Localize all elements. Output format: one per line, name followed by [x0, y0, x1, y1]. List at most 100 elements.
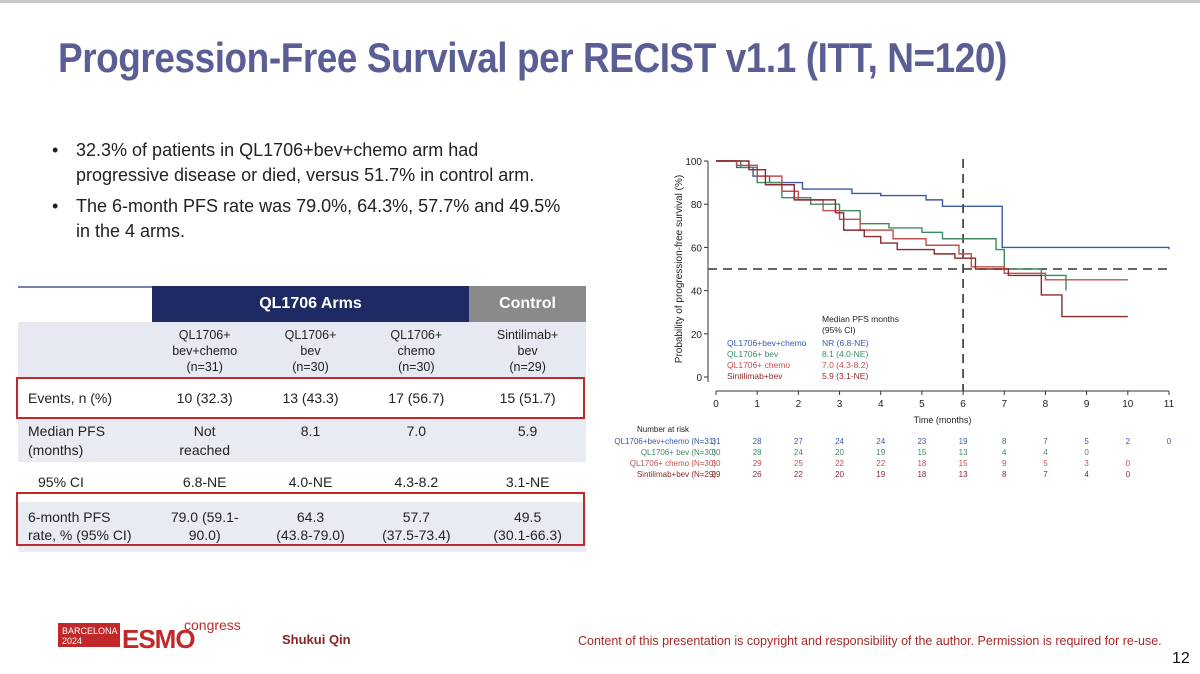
column-header-line: bev	[300, 344, 321, 358]
y-tick-label: 0	[696, 373, 702, 384]
column-header-line: QL1706+	[284, 328, 337, 342]
logo-city: BARCELONA	[62, 626, 118, 636]
risk-count: 8	[1002, 437, 1007, 446]
legend-series-median: 7.0 (4.3-8.2)	[822, 360, 868, 370]
row-label-line: (months)	[28, 442, 84, 458]
risk-count: 19	[876, 470, 885, 479]
risk-count: 30	[712, 448, 721, 457]
column-header-line: Sintilimab+	[496, 328, 559, 342]
risk-count: 28	[753, 437, 762, 446]
risk-count: 0	[1084, 448, 1089, 457]
table-cell: 15 (51.7)	[499, 390, 556, 406]
esmo-congress-logo: BARCELONA 2024 ESMO congress	[58, 617, 241, 653]
results-table: QL1706 Arms Control QL1706+ bev+chemo (n…	[18, 286, 586, 552]
top-border-line	[0, 0, 1200, 3]
risk-table: Number at risk QL1706+bev+chemo (N=31)31 2…	[614, 425, 1171, 479]
table-row-95ci: 95% CI 6.8-NE 4.0-NE 4.3-8.2 3.1-NE	[18, 462, 586, 502]
risk-count: 24	[876, 437, 885, 446]
x-tick-label: 8	[1043, 399, 1049, 410]
table-cell: 7.0	[406, 423, 427, 439]
column-header-blank	[18, 327, 152, 378]
risk-count: 24	[835, 437, 844, 446]
cell-line: 90.0)	[188, 527, 221, 543]
risk-count: 9	[1002, 459, 1007, 468]
risk-count: 4	[1043, 448, 1048, 457]
x-tick-label: 9	[1084, 399, 1090, 410]
legend-title: Median PFS months	[822, 314, 899, 324]
risk-table-title: Number at risk	[637, 425, 690, 434]
copyright-disclaimer: Content of this presentation is copyrigh…	[578, 634, 1162, 648]
risk-count: 5	[1084, 437, 1089, 446]
bullet-item: • 32.3% of patients in QL1706+bev+chemo …	[52, 138, 572, 188]
risk-count: 0	[1126, 470, 1131, 479]
reference-lines	[708, 159, 1169, 391]
legend-series-name: Sintilimab+bev	[727, 371, 783, 381]
table-cell: 3.1-NE	[505, 474, 550, 490]
risk-count: 19	[959, 437, 968, 446]
risk-count: 13	[959, 448, 968, 457]
column-header-line: QL1706+	[390, 328, 443, 342]
survival-curves	[716, 160, 1170, 318]
table-cell: 8.1	[300, 423, 321, 439]
cell-line: 57.7	[402, 509, 430, 525]
km-curve-1	[716, 160, 1170, 250]
legend-series-name: QL1706+ chemo	[727, 360, 790, 370]
risk-count: 27	[794, 437, 803, 446]
bullet-dot: •	[52, 196, 59, 216]
table-row-6month-rate: 6-month PFS rate, % (95% CI) 79.0 (59.1-…	[18, 502, 586, 552]
table-cell: 4.0-NE	[288, 474, 333, 490]
risk-count: 0	[1167, 437, 1172, 446]
risk-count: 18	[917, 459, 926, 468]
chart-legend: Median PFS months(95% CI) QL1706+bev+chem…	[727, 314, 899, 381]
x-axis-label: Time (months)	[914, 415, 972, 425]
table-cell: 4.3-8.2	[394, 474, 439, 490]
table-cell: 6.8-NE	[182, 474, 227, 490]
column-header-line: chemo	[397, 344, 436, 358]
logo-brand: ESMO	[122, 624, 195, 653]
risk-row-label: QL1706+ bev (N=30)	[641, 448, 716, 457]
risk-count: 25	[794, 459, 803, 468]
risk-count: 24	[794, 448, 803, 457]
logo-suffix: congress	[184, 617, 241, 633]
x-tick-label: 11	[1164, 399, 1175, 410]
y-tick-label: 80	[691, 200, 703, 211]
column-header-line: bev	[517, 344, 538, 358]
table-cell: 64.3 (43.8-79.0)	[258, 508, 364, 552]
logo-year: 2024	[62, 636, 82, 646]
column-header-row: QL1706+ bev+chemo (n=31) QL1706+ bev (n=…	[18, 322, 586, 378]
chart-axes: 0 20 40 60 80 100 0 1 2 3 4 5 6 7 8 9 10 11 Time (months) P…	[674, 157, 1175, 425]
column-header-line: (n=31)	[186, 360, 223, 374]
row-label: Events, n (%)	[28, 390, 113, 406]
table-row-median-pfs: Median PFS (months) Not reached 8.1 7.0 …	[18, 418, 586, 462]
legend-subtitle: (95% CI)	[822, 325, 856, 335]
x-tick-label: 3	[837, 399, 843, 410]
y-tick-label: 20	[691, 330, 703, 341]
risk-row-label: Sintilimab+bev (N=29)	[637, 470, 716, 479]
risk-count: 4	[1002, 448, 1007, 457]
cell-line: (30.1-66.3)	[493, 527, 562, 543]
column-header: QL1706+ bev (n=30)	[258, 327, 364, 378]
risk-count: 7	[1043, 470, 1048, 479]
risk-row-label: QL1706+bev+chemo (N=31)	[614, 437, 716, 446]
x-tick-label: 6	[960, 399, 966, 410]
risk-count: 8	[1002, 470, 1007, 479]
cell-line: (37.5-73.4)	[382, 527, 451, 543]
author-name: Shukui Qin	[282, 632, 351, 647]
row-label: 6-month PFS rate, % (95% CI)	[18, 508, 152, 552]
row-label: 95% CI	[38, 474, 84, 490]
risk-count: 30	[712, 459, 721, 468]
legend-series-median: 5.9 (3.1-NE)	[822, 371, 868, 381]
column-header: QL1706+ bev+chemo (n=31)	[152, 327, 258, 378]
risk-count: 28	[753, 448, 762, 457]
cell-line: reached	[179, 442, 230, 458]
cell-line: 49.5	[513, 509, 542, 525]
km-curve-3	[716, 160, 1128, 281]
risk-count: 20	[835, 448, 844, 457]
risk-count: 3	[1084, 459, 1089, 468]
table-cell: 13 (43.3)	[282, 390, 339, 406]
risk-count: 26	[753, 470, 762, 479]
page-number: 12	[1172, 650, 1190, 667]
risk-count: 19	[876, 448, 885, 457]
highlight-box-events	[16, 377, 585, 419]
highlight-box-6month-rate	[16, 492, 585, 546]
